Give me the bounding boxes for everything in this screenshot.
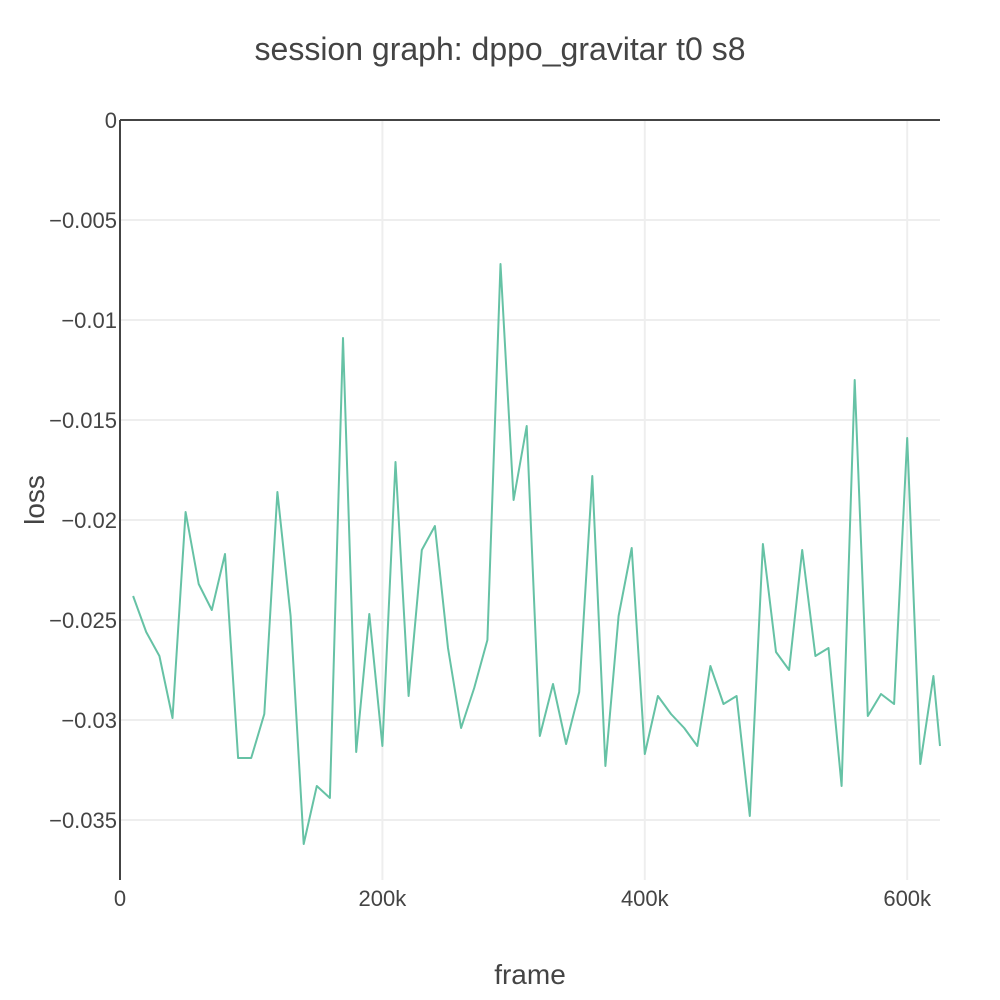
series-line (132, 263, 941, 845)
y-tick-label: −0.01 (61, 308, 117, 333)
x-tick-label: 400k (621, 886, 670, 911)
y-tick-label: −0.03 (61, 708, 117, 733)
axes (119, 119, 940, 880)
x-tick-label: 0 (114, 886, 126, 911)
grid-lines (120, 120, 940, 880)
chart-title: session graph: dppo_gravitar t0 s8 (255, 31, 746, 67)
tick-labels: 0 −0.005 −0.01 −0.015 −0.02 −0.025 −0.03 −0.035… (49, 108, 932, 911)
x-axis-title: frame (494, 959, 566, 990)
x-tick-label: 200k (359, 886, 408, 911)
y-tick-label: −0.02 (61, 508, 117, 533)
series-layer (132, 263, 941, 845)
y-tick-label: −0.015 (49, 408, 117, 433)
y-tick-label: −0.025 (49, 608, 117, 633)
y-tick-label: −0.035 (49, 808, 117, 833)
y-tick-label: 0 (105, 108, 117, 133)
y-tick-label: −0.005 (49, 208, 117, 233)
y-axis-title: loss (19, 475, 50, 525)
x-tick-label: 600k (883, 886, 932, 911)
